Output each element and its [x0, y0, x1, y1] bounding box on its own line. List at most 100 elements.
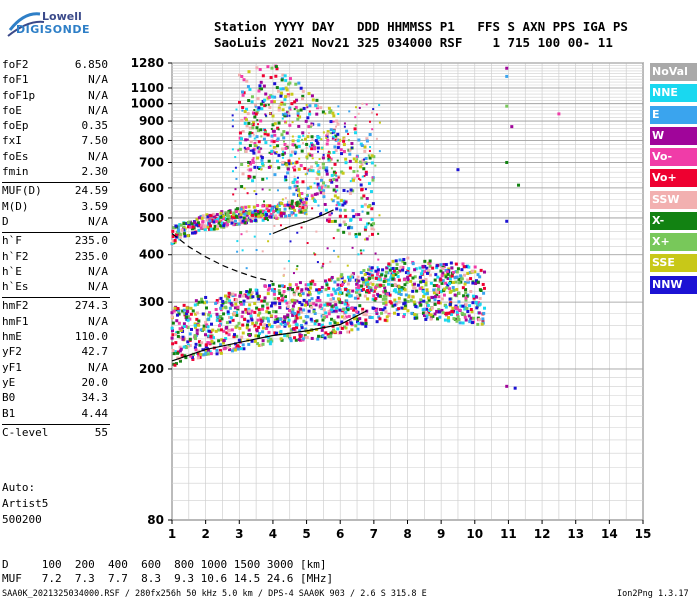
- echo-point: [391, 274, 395, 278]
- echo-point: [457, 318, 461, 322]
- echo-point: [434, 273, 438, 277]
- echo-point: [291, 310, 295, 314]
- echo-point: [368, 120, 371, 123]
- echo-point: [217, 328, 221, 332]
- echo-point: [248, 290, 252, 294]
- echo-point: [468, 304, 472, 308]
- y-tick-label: 1280: [131, 56, 164, 70]
- echo-point: [283, 267, 286, 270]
- echo-point: [296, 114, 299, 117]
- echo-point: [280, 133, 284, 137]
- echo-point: [264, 92, 268, 96]
- echo-point: [359, 178, 362, 181]
- echo-point: [260, 107, 264, 111]
- echo-point: [455, 275, 459, 279]
- echo-point: [207, 318, 211, 322]
- profile-line-solid-upper: [272, 209, 334, 235]
- echo-point: [278, 306, 282, 310]
- echo-point: [247, 99, 251, 103]
- echo-point: [354, 324, 358, 328]
- echo-point: [458, 321, 462, 325]
- echo-point: [455, 319, 459, 323]
- echo-point: [385, 292, 389, 296]
- param-value: N/A: [88, 314, 108, 328]
- echo-point: [236, 240, 239, 243]
- echo-point: [283, 207, 287, 211]
- echo-point: [375, 283, 379, 287]
- echo-point: [173, 333, 177, 337]
- echo-point: [333, 219, 337, 223]
- echo-point: [204, 306, 208, 310]
- param-name: hmF1: [2, 314, 29, 328]
- echo-point: [363, 149, 367, 153]
- echo-point: [294, 289, 298, 293]
- echo-point: [363, 273, 367, 277]
- echo-point: [231, 170, 234, 173]
- echo-point: [244, 205, 248, 209]
- echo-point: [305, 142, 309, 146]
- echo-point: [170, 311, 174, 315]
- echo-point: [250, 123, 253, 126]
- echo-point: [294, 322, 298, 326]
- echo-point: [231, 148, 234, 151]
- echo-point: [205, 323, 209, 327]
- echo-point: [228, 306, 232, 310]
- echo-point: [285, 163, 289, 167]
- x-tick-label: 5: [302, 527, 310, 541]
- echo-point: [474, 279, 478, 283]
- echo-point: [273, 224, 276, 227]
- echo-point: [453, 306, 457, 310]
- echo-point: [333, 280, 337, 284]
- echo-point: [315, 104, 319, 108]
- echo-point: [202, 324, 206, 328]
- echo-point: [180, 326, 184, 330]
- echo-point: [256, 146, 260, 150]
- param-value: 34.3: [81, 391, 109, 405]
- echo-point: [251, 217, 255, 221]
- echo-point: [266, 317, 270, 321]
- echo-point: [249, 140, 253, 144]
- echo-point: [260, 158, 264, 162]
- echo-point: [428, 259, 432, 263]
- echo-point: [357, 177, 360, 180]
- echo-point: [513, 386, 517, 390]
- echo-point: [243, 221, 247, 225]
- echo-point: [288, 286, 292, 290]
- echo-point: [330, 293, 334, 297]
- echo-point: [293, 184, 297, 188]
- echo-point: [341, 203, 345, 207]
- echo-point: [316, 261, 319, 264]
- echo-point: [279, 322, 283, 326]
- echo-point: [261, 74, 265, 78]
- echo-point: [281, 73, 285, 77]
- param-row: C-level 55: [2, 423, 110, 440]
- echo-point: [284, 146, 288, 150]
- echo-point: [230, 221, 234, 225]
- echo-point: [285, 131, 289, 135]
- echo-point: [194, 325, 198, 329]
- echo-point: [326, 218, 330, 222]
- echo-point: [215, 318, 219, 322]
- echo-point: [331, 135, 335, 139]
- echo-point: [221, 214, 225, 218]
- echo-point: [348, 148, 352, 152]
- echo-point: [477, 301, 481, 305]
- echo-point: [253, 165, 257, 169]
- echo-point: [263, 200, 266, 203]
- footer-file-info: SAA0K_2021325034000.RSF / 280fx256h 50 k…: [2, 589, 427, 599]
- echo-point: [374, 309, 378, 313]
- echo-point: [219, 328, 223, 332]
- echo-point: [289, 339, 293, 343]
- echo-point: [378, 283, 382, 287]
- x-tick-label: 3: [235, 527, 243, 541]
- echo-point: [338, 308, 342, 312]
- echo-point: [270, 288, 274, 292]
- echo-point: [221, 299, 225, 303]
- echo-point: [270, 206, 274, 210]
- echo-point: [180, 228, 184, 232]
- echo-point: [356, 327, 360, 331]
- echo-point: [323, 303, 327, 307]
- echo-point: [284, 112, 288, 116]
- echo-point: [173, 238, 177, 242]
- echo-point: [172, 226, 176, 230]
